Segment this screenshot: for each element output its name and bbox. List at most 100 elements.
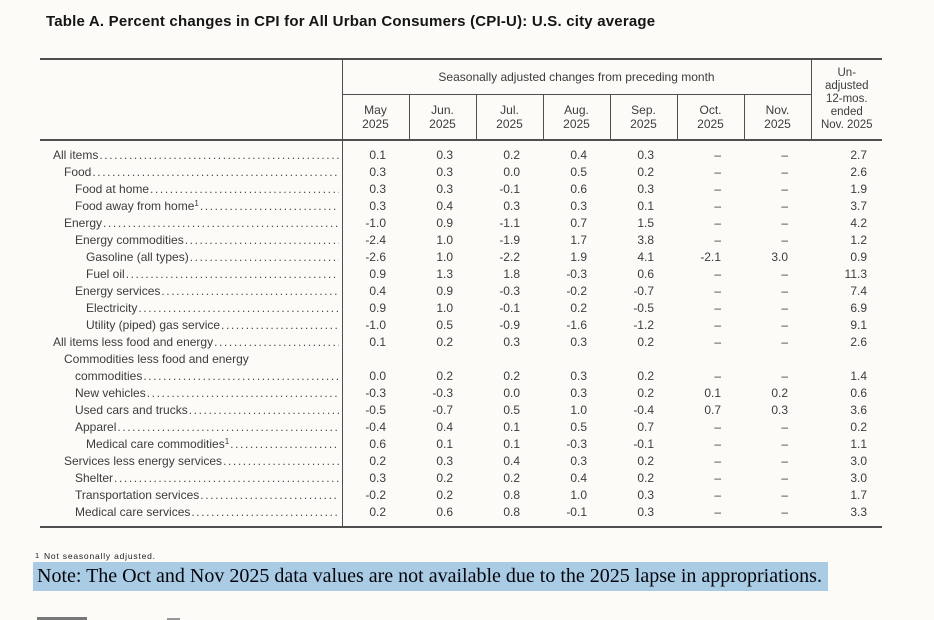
- value-cell: –: [781, 335, 789, 349]
- value-cell: 0.2: [436, 335, 453, 349]
- dot-leader: [114, 470, 338, 487]
- value-cell: 0.2: [503, 369, 520, 383]
- value-cell: 0.3: [436, 454, 453, 468]
- table-row: Energy -1.0 0.9 -1.1 0.7 1.5 – – 4.2: [40, 215, 882, 232]
- value-cell: -0.4: [365, 420, 386, 434]
- value-cell: –: [781, 233, 789, 247]
- value-cell: 0.0: [503, 165, 520, 179]
- value-cell: -1.9: [499, 233, 520, 247]
- value-cell: 1.9: [850, 182, 868, 196]
- dot-leader: [223, 453, 338, 470]
- value-cell: 0.2: [771, 386, 789, 400]
- row-label: Used cars and trucks: [40, 402, 343, 419]
- dot-leader: [190, 249, 339, 266]
- value-cell: –: [781, 488, 789, 502]
- table-row: Utility (piped) gas service -1.0 0.5 -0.9 -1…: [40, 317, 882, 334]
- value-cell: 0.3: [369, 199, 386, 213]
- dot-leader: [103, 215, 338, 232]
- row-label: Apparel: [40, 419, 343, 436]
- value-cell: 0.9: [436, 216, 453, 230]
- column-header-month: Aug. 2025: [542, 94, 611, 141]
- value-cell: 0.2: [436, 369, 453, 383]
- value-cell: 1.2: [850, 233, 868, 247]
- row-label: Commodities less food and energy commodit…: [40, 351, 343, 385]
- row-label: Transportation services: [40, 487, 343, 504]
- value-cell: 0.2: [369, 505, 386, 519]
- value-cell: –: [781, 505, 789, 519]
- dot-leader: [143, 368, 338, 385]
- column-header-month: Sep. 2025: [609, 94, 678, 141]
- row-label: Medical care commodities1: [40, 436, 343, 453]
- dot-leader: [138, 300, 338, 317]
- value-cell: 0.9: [850, 250, 868, 264]
- value-cell: –: [781, 318, 789, 332]
- value-cell: 0.5: [436, 318, 453, 332]
- value-cell: -1.0: [365, 318, 386, 332]
- dot-leader: [191, 504, 338, 521]
- value-cell: -0.7: [432, 403, 453, 417]
- dot-leader: [200, 198, 339, 215]
- value-cell: 0.8: [503, 488, 520, 502]
- value-cell: 0.4: [503, 454, 520, 468]
- value-cell: 0.0: [369, 369, 386, 383]
- dot-leader: [126, 266, 339, 283]
- value-cell: -1.1: [499, 216, 520, 230]
- value-cell: -0.2: [365, 488, 386, 502]
- table-row: Food away from home1 0.3 0.4 0.3 0.3 0.1 – – 3.7: [40, 198, 882, 215]
- value-cell: 0.8: [503, 505, 520, 519]
- value-cell: 9.1: [850, 318, 868, 332]
- table-row: All items less food and energy 0.1 0.2 0.3 0…: [40, 334, 882, 351]
- value-cell: 0.1: [637, 199, 654, 213]
- table-row: Food 0.3 0.3 0.0 0.5 0.2 – – 2.6: [40, 164, 882, 181]
- value-cell: 1.8: [503, 267, 520, 281]
- value-cell: -1.2: [633, 318, 654, 332]
- value-cell: 0.2: [637, 165, 654, 179]
- value-cell: 0.2: [369, 454, 386, 468]
- value-cell: 0.1: [369, 148, 386, 162]
- value-cell: 3.7: [850, 199, 868, 213]
- value-cell: 0.3: [436, 182, 453, 196]
- dot-leader: [99, 147, 338, 164]
- value-cell: 0.6: [637, 267, 654, 281]
- value-cell: 4.1: [637, 250, 654, 264]
- value-cell: -0.3: [432, 386, 453, 400]
- dot-leader: [221, 317, 338, 334]
- value-cell: –: [714, 318, 721, 332]
- dot-leader: [189, 402, 339, 419]
- value-cell: 0.0: [503, 386, 520, 400]
- cutoff-content-fragment: [37, 617, 87, 620]
- value-cell: 0.3: [369, 471, 386, 485]
- table-row: All items 0.1 0.3 0.2 0.4 0.3 – – 2.7: [40, 140, 882, 164]
- table-row: Electricity 0.9 1.0 -0.1 0.2 -0.5 – – 6.9: [40, 300, 882, 317]
- value-cell: 0.3: [637, 148, 654, 162]
- value-cell: -0.4: [633, 403, 654, 417]
- value-cell: 3.3: [850, 505, 868, 519]
- value-cell: –: [714, 488, 721, 502]
- value-cell: –: [714, 199, 721, 213]
- column-header-month: Oct. 2025: [676, 94, 745, 141]
- value-cell: -0.3: [365, 386, 386, 400]
- value-cell: 0.9: [436, 284, 453, 298]
- table-row: Medical care services 0.2 0.6 0.8 -0.1 0.3 – – 3…: [40, 504, 882, 527]
- value-cell: 0.3: [503, 335, 520, 349]
- value-cell: -0.1: [499, 182, 520, 196]
- value-cell: -2.2: [499, 250, 520, 264]
- value-cell: 0.2: [850, 420, 868, 434]
- value-cell: 0.2: [436, 488, 453, 502]
- value-cell: –: [781, 148, 789, 162]
- value-cell: 1.5: [637, 216, 654, 230]
- value-cell: 2.6: [850, 335, 868, 349]
- value-cell: 0.5: [570, 420, 587, 434]
- value-cell: 0.3: [570, 454, 587, 468]
- row-label: All items: [40, 140, 343, 164]
- value-cell: –: [714, 454, 721, 468]
- value-cell: 0.4: [436, 420, 453, 434]
- table-row: Food at home 0.3 0.3 -0.1 0.6 0.3 – – 1.9: [40, 181, 882, 198]
- table-row: Commodities less food and energy commodit…: [40, 351, 882, 385]
- value-cell: –: [781, 454, 789, 468]
- cpi-table: Seasonally adjusted changes from precedi…: [40, 58, 883, 528]
- value-cell: 0.6: [436, 505, 453, 519]
- table-row: Medical care commodities1 0.6 0.1 0.1 -0.3 -0…: [40, 436, 882, 453]
- value-cell: 0.5: [503, 403, 520, 417]
- value-cell: 0.1: [704, 386, 721, 400]
